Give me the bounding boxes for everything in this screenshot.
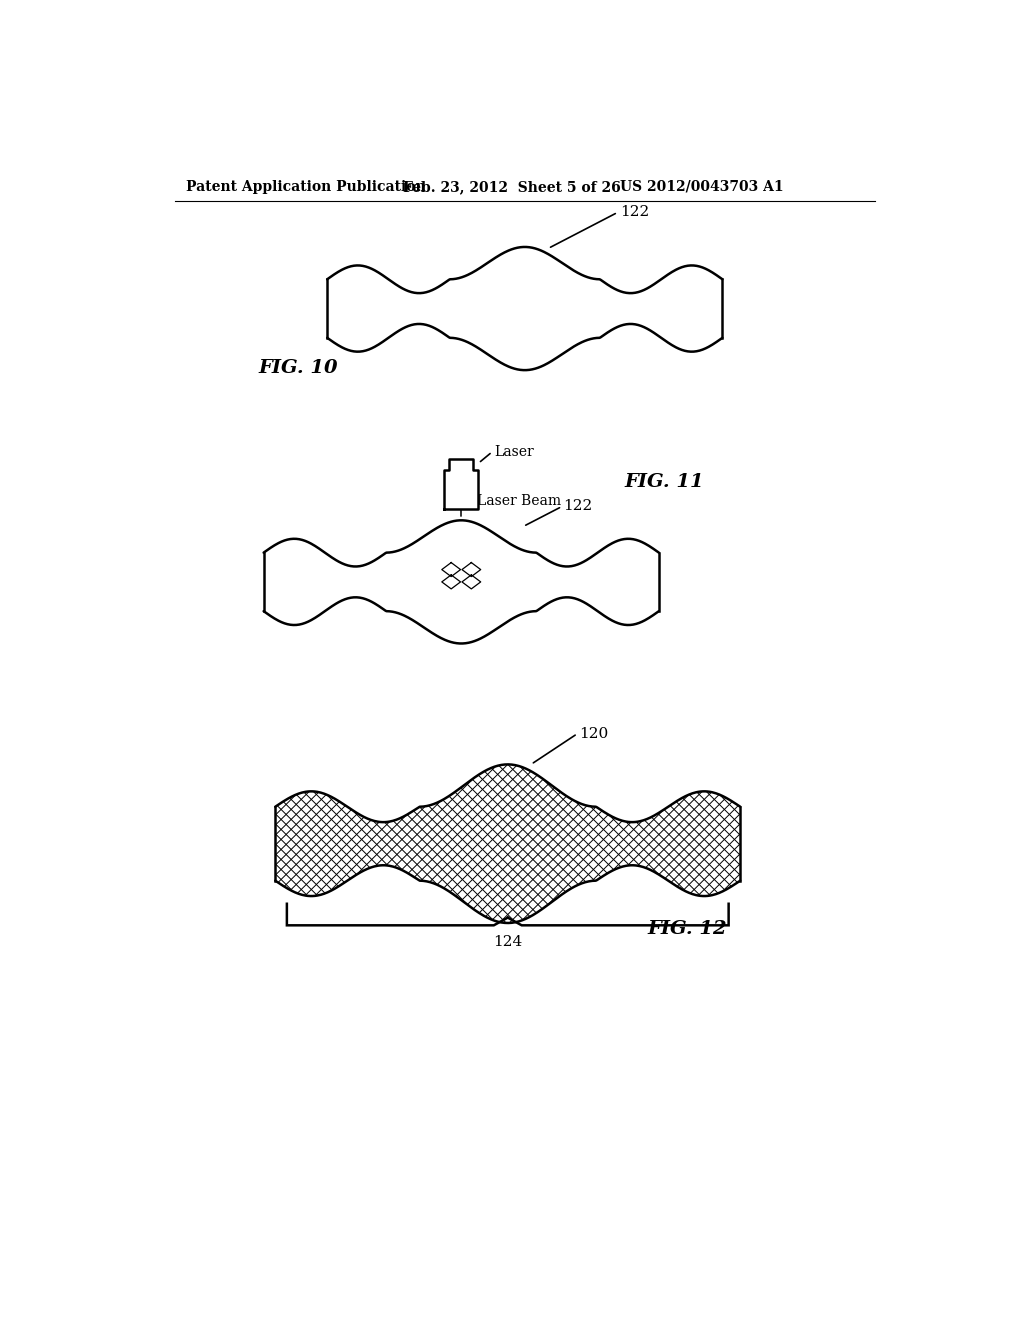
Text: 120: 120 [579,726,608,741]
Polygon shape [328,247,722,370]
Text: FIG. 11: FIG. 11 [624,473,703,491]
Polygon shape [444,459,478,508]
Text: FIG. 10: FIG. 10 [258,359,338,376]
Text: 122: 122 [621,206,649,219]
Text: 122: 122 [563,499,593,513]
Text: FIG. 12: FIG. 12 [647,920,727,939]
Polygon shape [275,764,740,923]
Text: Feb. 23, 2012  Sheet 5 of 26: Feb. 23, 2012 Sheet 5 of 26 [403,180,621,194]
Text: Patent Application Publication: Patent Application Publication [186,180,426,194]
Polygon shape [263,520,658,643]
Text: Laser: Laser [494,445,534,459]
Text: 124: 124 [494,936,522,949]
Text: Laser Beam: Laser Beam [477,494,561,508]
Text: US 2012/0043703 A1: US 2012/0043703 A1 [621,180,783,194]
